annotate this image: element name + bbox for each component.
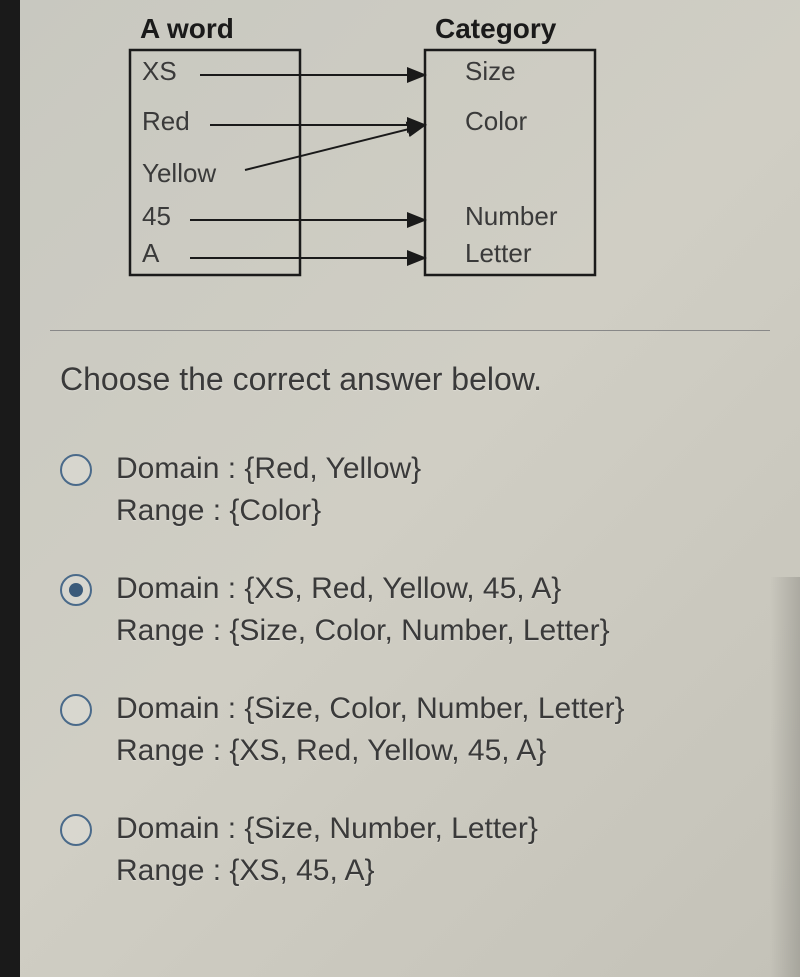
choice-domain-line: Domain : {Red, Yellow} xyxy=(116,448,421,490)
choice-range-line: Range : {XS, Red, Yellow, 45, A} xyxy=(116,730,625,772)
choice-range-line: Range : {Color} xyxy=(116,490,421,532)
choice-text: Domain : {Size, Number, Letter}Range : {… xyxy=(116,808,538,892)
svg-text:Number: Number xyxy=(465,201,558,231)
dark-edge-left xyxy=(0,0,20,977)
answer-choice-1[interactable]: Domain : {XS, Red, Yellow, 45, A}Range :… xyxy=(60,568,760,652)
svg-text:A: A xyxy=(142,238,160,268)
svg-text:Yellow: Yellow xyxy=(142,158,216,188)
choice-range-line: Range : {XS, 45, A} xyxy=(116,850,538,892)
choice-range-line: Range : {Size, Color, Number, Letter} xyxy=(116,610,610,652)
svg-text:Color: Color xyxy=(465,106,527,136)
radio-button[interactable] xyxy=(60,454,92,486)
answer-choice-3[interactable]: Domain : {Size, Number, Letter}Range : {… xyxy=(60,808,760,892)
svg-text:Size: Size xyxy=(465,56,516,86)
svg-text:45: 45 xyxy=(142,201,171,231)
choice-domain-line: Domain : {Size, Color, Number, Letter} xyxy=(116,688,625,730)
answer-choice-0[interactable]: Domain : {Red, Yellow}Range : {Color} xyxy=(60,448,760,532)
answer-choice-2[interactable]: Domain : {Size, Color, Number, Letter}Ra… xyxy=(60,688,760,772)
dark-edge-right xyxy=(770,577,800,977)
svg-text:Red: Red xyxy=(142,106,190,136)
choice-text: Domain : {Size, Color, Number, Letter}Ra… xyxy=(116,688,625,772)
mapping-diagram: A word Category XS Red Yellow 45 A Size Color Num… xyxy=(20,0,800,330)
radio-button[interactable] xyxy=(60,694,92,726)
radio-button[interactable] xyxy=(60,574,92,606)
svg-text:Letter: Letter xyxy=(465,238,532,268)
svg-text:Category: Category xyxy=(435,13,557,44)
choice-text: Domain : {XS, Red, Yellow, 45, A}Range :… xyxy=(116,568,610,652)
question-section: Choose the correct answer below. Domain … xyxy=(0,331,800,892)
diagram-svg: A word Category XS Red Yellow 45 A Size Color Num… xyxy=(20,10,640,300)
choices-list: Domain : {Red, Yellow}Range : {Color}Dom… xyxy=(60,448,760,892)
choice-text: Domain : {Red, Yellow}Range : {Color} xyxy=(116,448,421,532)
svg-text:XS: XS xyxy=(142,56,177,86)
radio-button[interactable] xyxy=(60,814,92,846)
question-prompt: Choose the correct answer below. xyxy=(60,361,760,398)
choice-domain-line: Domain : {XS, Red, Yellow, 45, A} xyxy=(116,568,610,610)
choice-domain-line: Domain : {Size, Number, Letter} xyxy=(116,808,538,850)
svg-text:A word: A word xyxy=(140,13,234,44)
